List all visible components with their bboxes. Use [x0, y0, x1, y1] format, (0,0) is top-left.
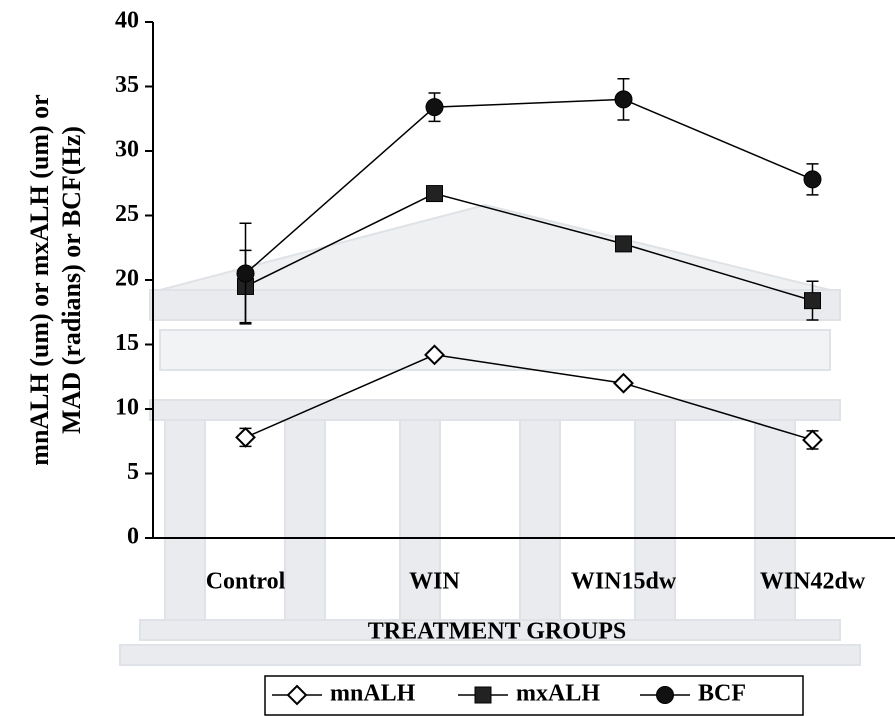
- legend-label: BCF: [698, 681, 746, 707]
- marker: [613, 372, 634, 394]
- series-line: [245, 192, 813, 302]
- y-tick-label: 25: [115, 201, 139, 227]
- marker: [236, 264, 255, 283]
- marker: [615, 235, 632, 253]
- marker: [614, 90, 633, 109]
- marker: [802, 429, 823, 451]
- marker: [235, 426, 256, 448]
- y-tick-label: 0: [127, 524, 139, 550]
- marker: [803, 170, 822, 189]
- x-tick-label: WIN15dw: [571, 569, 677, 595]
- x-tick-label: Control: [206, 569, 286, 595]
- legend-marker: [656, 686, 674, 704]
- y-tick-label: 30: [115, 137, 139, 163]
- series-line: [245, 354, 813, 441]
- series-line: [245, 98, 813, 275]
- legend-marker: [286, 684, 308, 706]
- x-tick-label: WIN42dw: [760, 569, 866, 595]
- y-tick-label: 40: [115, 8, 139, 34]
- y-tick-label: 35: [115, 72, 139, 98]
- y-tick-label: 10: [115, 395, 139, 421]
- marker: [424, 344, 445, 366]
- x-tick-label: WIN: [409, 569, 460, 595]
- x-axis-label: TREATMENT GROUPS: [368, 619, 626, 645]
- legend: mnALH mxALH BCF: [272, 681, 746, 707]
- legend-label: mxALH: [516, 681, 600, 707]
- marker: [426, 185, 443, 203]
- y-tick-label: 5: [127, 459, 139, 485]
- legend-label: mnALH: [330, 681, 416, 707]
- marker: [425, 98, 444, 117]
- watermark: [119, 203, 861, 666]
- y-axis-label: MAD (radians) or BCF(Hz): [57, 126, 86, 434]
- legend-marker: [474, 686, 492, 704]
- y-tick-label: 15: [115, 330, 139, 356]
- legend-box: [264, 675, 804, 716]
- y-axis-label: mnALH (um) or mxALH (um) or: [25, 94, 54, 465]
- y-tick-label: 20: [115, 266, 139, 292]
- marker: [804, 292, 821, 310]
